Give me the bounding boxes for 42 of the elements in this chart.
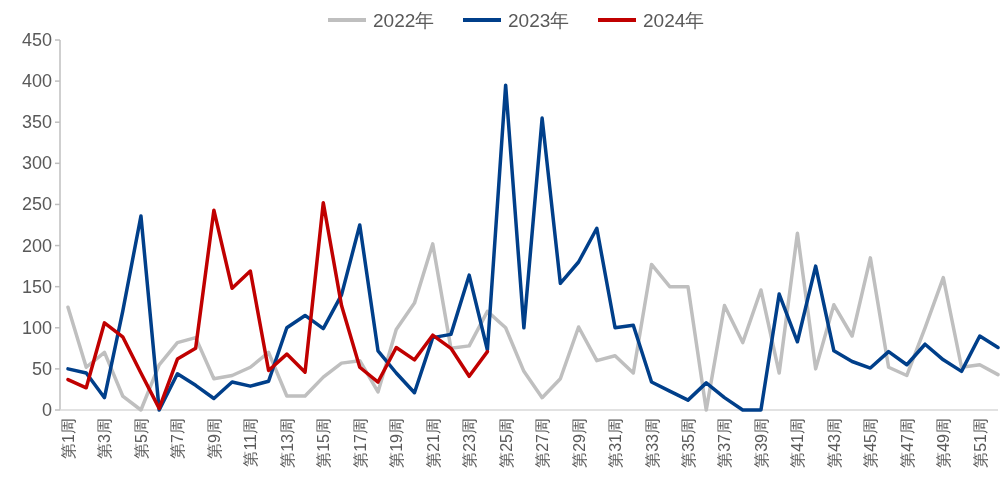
line-series	[66, 231, 1000, 412]
x-tick-label: 第5周	[132, 418, 150, 459]
x-tick-label: 第49周	[935, 418, 953, 468]
x-tick-label: 第11周	[242, 418, 260, 467]
x-tick-label: 第37周	[716, 418, 734, 468]
x-tick-label: 第39周	[752, 418, 770, 468]
x-tick-label: 第31周	[607, 418, 625, 468]
y-tick-label: 250	[21, 194, 52, 215]
x-tick-label: 第7周	[169, 418, 187, 459]
x-tick-label: 第27周	[534, 418, 552, 468]
x-tick-label: 第15周	[315, 418, 333, 468]
y-tick-label: 100	[21, 317, 52, 338]
x-tick-label: 第17周	[351, 418, 369, 468]
x-tick-label: 第45周	[862, 418, 880, 468]
legend-label: 2023年	[508, 10, 570, 31]
x-tick-label: 第1周	[60, 418, 77, 459]
x-tick-label: 第25周	[497, 418, 515, 468]
x-tick-label: 第13周	[278, 418, 296, 468]
y-tick-label: 400	[21, 71, 52, 92]
x-tick-label: 第43周	[825, 418, 843, 468]
y-tick-label: 300	[21, 153, 52, 174]
x-tick-label: 第47周	[898, 418, 916, 468]
x-tick-label: 第29周	[570, 418, 588, 468]
y-tick-label: 50	[31, 358, 52, 379]
x-tick-label: 第21周	[424, 418, 442, 468]
y-tick-label: 0	[41, 400, 52, 420]
x-tick-label: 第3周	[96, 418, 114, 459]
x-tick-label: 第33周	[643, 418, 661, 468]
legend-label: 2024年	[643, 10, 705, 31]
line-series	[66, 201, 490, 411]
x-tick-label: 第51周	[971, 418, 989, 468]
y-tick-label: 200	[21, 235, 52, 256]
y-tick-label: 150	[21, 276, 52, 297]
line-series	[66, 83, 1000, 412]
x-tick-label: 第19周	[388, 418, 406, 468]
y-tick-label: 450	[21, 30, 52, 50]
legend-label: 2022年	[373, 10, 435, 31]
x-tick-label: 第9周	[205, 418, 223, 459]
y-tick-label: 350	[21, 112, 52, 133]
x-tick-label: 第35周	[680, 418, 697, 468]
x-tick-label: 第23周	[461, 418, 479, 468]
x-tick-label: 第41周	[789, 418, 807, 468]
